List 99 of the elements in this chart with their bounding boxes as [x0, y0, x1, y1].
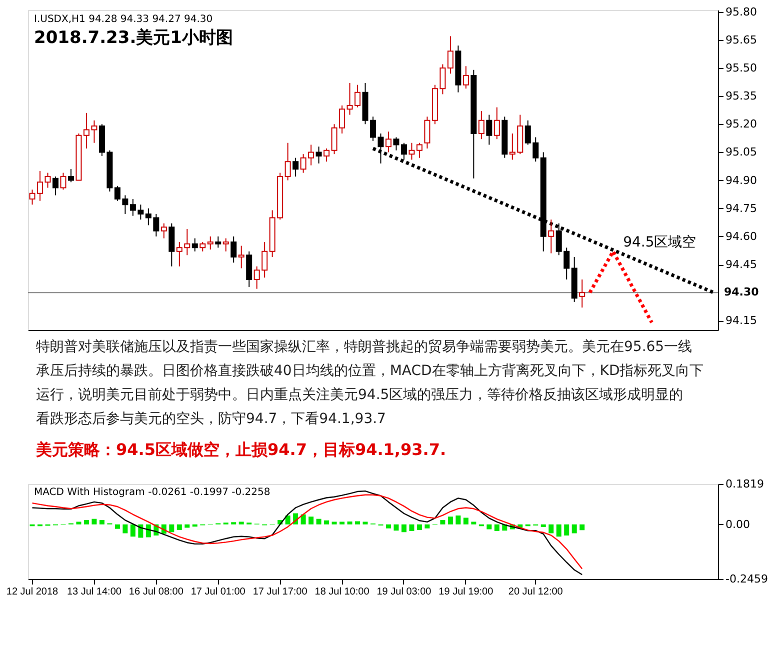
candlestick	[316, 146, 322, 164]
bar	[184, 524, 190, 528]
bar	[556, 524, 562, 537]
chart-title: MACD With Histogram -0.0261 -0.1997 -0.2258	[34, 487, 270, 498]
x-tick-label: 19 Jul 19:00	[438, 586, 494, 598]
x-tick-label: 18 Jul 10:00	[314, 586, 370, 598]
bar	[324, 520, 330, 524]
bar	[564, 524, 570, 536]
y-tick-label: -0.2459	[726, 572, 768, 586]
candlestick	[393, 136, 400, 151]
y-tick-label: 95.05	[726, 146, 757, 159]
y-tick-label: 95.20	[726, 118, 757, 131]
y-tick-label: 94.90	[726, 174, 757, 187]
bar	[122, 524, 128, 534]
bar	[424, 524, 430, 528]
x-tick-label: 20 Jul 12:00	[508, 586, 564, 598]
annotation: I.USDX,H1 94.28 94.33 94.27 94.30	[34, 14, 213, 25]
candlestick	[230, 236, 237, 264]
candlestick	[486, 114, 492, 146]
bar	[92, 518, 97, 524]
bar	[285, 516, 290, 524]
candlestick	[200, 242, 206, 252]
bar	[540, 524, 546, 528]
y-tick-label: 94.75	[726, 202, 757, 215]
candlestick	[215, 236, 222, 248]
candlestick	[416, 142, 422, 158]
bar	[440, 520, 446, 524]
annotation: 94.5区域空	[623, 234, 696, 250]
candlestick	[462, 66, 469, 90]
bar	[494, 524, 500, 532]
y-tick-label: 0.00	[726, 518, 750, 531]
x-tick-label: 17 Jul 01:00	[190, 586, 246, 598]
bar	[76, 522, 82, 524]
bar	[386, 524, 391, 528]
y-tick-label: 94.60	[726, 230, 757, 243]
y-tick-label: 95.35	[726, 90, 757, 103]
bar	[448, 516, 453, 524]
x-tick-label: 19 Jul 03:00	[376, 586, 432, 598]
candlestick	[60, 172, 66, 190]
candlestick	[494, 106, 500, 140]
bar	[176, 524, 182, 530]
y-tick-label: 94.15	[726, 314, 757, 328]
candlestick	[478, 110, 484, 140]
candlestick	[385, 131, 392, 153]
candlestick	[424, 116, 430, 149]
x-tick-label: 13 Jul 14:00	[66, 586, 122, 598]
candlestick	[324, 148, 330, 162]
bar	[548, 524, 554, 534]
bar	[114, 524, 120, 529]
bar	[580, 524, 585, 530]
x-tick-label: 17 Jul 17:00	[252, 586, 308, 598]
candlestick	[238, 245, 244, 269]
candlestick	[292, 157, 299, 178]
bar	[456, 516, 461, 524]
candlestick	[408, 142, 415, 160]
y-tick-label: 94.45	[726, 258, 757, 272]
candlestick	[284, 142, 291, 181]
candlestick	[222, 238, 229, 252]
bar	[401, 524, 406, 532]
bar	[99, 520, 104, 524]
candlestick	[52, 176, 58, 196]
y-tick-label: 0.1819	[726, 478, 764, 490]
bar	[130, 524, 136, 537]
candlestick	[160, 222, 167, 239]
bar	[238, 522, 244, 524]
bar	[486, 524, 492, 530]
x-tick-label: 12 Jul 2018	[6, 586, 59, 598]
bar	[394, 524, 399, 531]
candlestick	[68, 168, 74, 183]
candlestick	[207, 236, 214, 250]
bar	[355, 521, 360, 524]
bar	[300, 514, 306, 524]
bar	[308, 516, 314, 524]
bar	[416, 524, 422, 530]
bar	[192, 524, 198, 527]
bar	[347, 522, 352, 524]
y-tick-label: 95.50	[726, 62, 757, 75]
candlestick	[447, 36, 454, 74]
candlestick	[548, 219, 554, 254]
bar	[572, 524, 577, 534]
text: 特朗普对美联储施压以及指责一些国家操纵汇率，特朗普挑起的贸易争端需要弱势美元。美元在95.65一线承压后持续的暴跌。日图价格直接跌破40日均线的位置，MACD在零轴上方背离死叉向下，KD指标死叉向下运行，说明美元目前处于弱势中。日内重点关注美元94.5区域的强压力，等待价格反抽该区域形成明显的看跌形态后参与美元的空头，防守94.7，下看94.1,93.7	[36, 338, 704, 427]
y-tick-label: 95.65	[726, 33, 757, 46]
bar	[169, 524, 174, 532]
text: 美元策略：94.5区域做空，止损94.7，目标94.1,93.7.	[35, 440, 446, 459]
ref-line-label: 94.30	[724, 286, 760, 299]
bar	[409, 524, 414, 532]
bar	[340, 522, 345, 524]
candlestick	[579, 278, 586, 308]
bar	[362, 522, 368, 524]
candlestick	[192, 238, 198, 252]
bar	[84, 520, 89, 524]
y-tick-label: 95.80	[726, 5, 757, 18]
bar	[463, 518, 468, 524]
bar	[332, 522, 337, 524]
bar	[146, 524, 151, 538]
text: 2018.7.23.美元1小时图	[34, 28, 234, 48]
bar	[471, 522, 476, 524]
x-tick-label: 16 Jul 08:00	[128, 586, 184, 598]
bar	[316, 518, 322, 524]
